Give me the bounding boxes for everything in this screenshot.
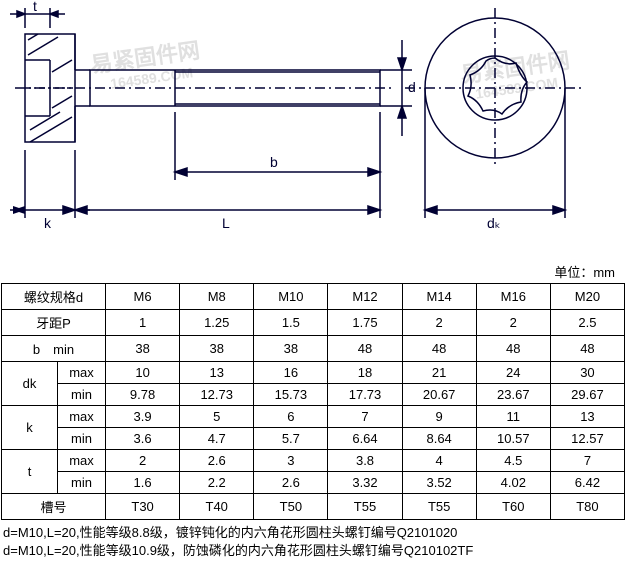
table-row: min 1.6 2.2 2.6 3.32 3.52 4.02 6.42 [2,472,625,494]
note-line: d=M10,L=20,性能等级8.8级，镀锌钝化的内六角花形圆柱头螺钉编号Q21… [3,524,623,542]
table-row: t max 2 2.6 3 3.8 4 4.5 7 [2,450,625,472]
units-label: 单位：mm [1,260,625,283]
size-col: M12 [328,284,402,310]
size-col: M20 [550,284,624,310]
header-bmin: b min [2,336,106,362]
size-col: M8 [180,284,254,310]
size-col: M6 [106,284,180,310]
notes-block: d=M10,L=20,性能等级8.8级，镀锌钝化的内六角花形圆柱头螺钉编号Q21… [1,520,625,564]
label-dk: dₖ [487,215,501,231]
sub-min: min [58,428,106,450]
sub-max: max [58,450,106,472]
label-t: t [33,0,37,14]
header-t: t [2,450,58,494]
header-pitch: 牙距P [2,310,106,336]
table-row: min 9.78 12.73 15.73 17.73 20.67 23.67 2… [2,384,625,406]
technical-drawing: t k L b d dₖ [0,0,626,260]
note-line: d=M10,L=20,性能等级10.9级，防蚀磷化的内六角花形圆柱头螺钉编号Q2… [3,542,623,560]
label-k: k [44,215,52,231]
size-col: M10 [254,284,328,310]
sub-min: min [58,384,106,406]
header-k: k [2,406,58,450]
table-row: dk max 10 13 16 18 21 24 30 [2,362,625,384]
table-row: 牙距P 1 1.25 1.5 1.75 2 2 2.5 [2,310,625,336]
sub-max: max [58,362,106,384]
screw-diagram: 易紧固件网 164589.COM 易紧固件网 164589.COM [0,0,626,260]
sub-max: max [58,406,106,428]
table-row: 槽号 T30 T40 T50 T55 T55 T60 T80 [2,494,625,520]
size-col: M14 [402,284,476,310]
spec-table: 螺纹规格d M6 M8 M10 M12 M14 M16 M20 牙距P 1 1.… [1,283,625,520]
header-spec: 螺纹规格d [2,284,106,310]
label-d: d [408,79,416,95]
sub-min: min [58,472,106,494]
label-b: b [270,154,278,170]
table-row: 螺纹规格d M6 M8 M10 M12 M14 M16 M20 [2,284,625,310]
table-row: b min 38 38 38 48 48 48 48 [2,336,625,362]
table-row: min 3.6 4.7 5.7 6.64 8.64 10.57 12.57 [2,428,625,450]
header-dk: dk [2,362,58,406]
label-L: L [222,215,230,231]
table-row: k max 3.9 5 6 7 9 11 13 [2,406,625,428]
header-slot: 槽号 [2,494,106,520]
size-col: M16 [476,284,550,310]
